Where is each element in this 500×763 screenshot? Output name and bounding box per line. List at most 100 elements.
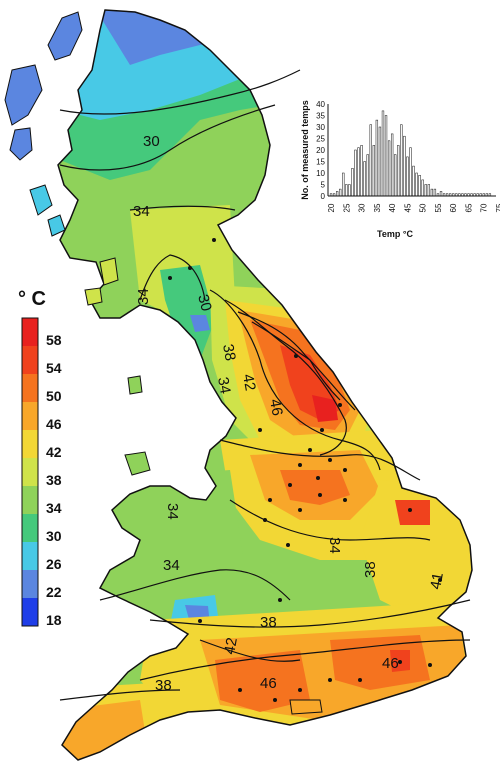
contour-lines	[59, 69, 471, 701]
histogram-x-tick-label: 40	[388, 203, 397, 212]
histogram-y-tick-label: 5	[321, 181, 326, 190]
contour-label: 34	[163, 557, 180, 574]
histogram-bar	[381, 110, 385, 197]
histogram-x-tick-label: 55	[434, 203, 443, 212]
histogram-bar	[339, 188, 342, 197]
histogram-y-tick-label: 20	[316, 146, 325, 155]
legend-label: 34	[46, 500, 62, 516]
histogram-bar	[345, 184, 348, 197]
histogram-bar	[409, 147, 412, 197]
histogram-bar	[351, 168, 354, 197]
histogram-y-tick-label: 0	[321, 192, 326, 201]
contour-label: 34	[214, 376, 234, 395]
histogram-x-tick-label: 50	[419, 203, 428, 212]
histogram-y-tick-label: 15	[316, 158, 325, 167]
histogram-bar	[375, 119, 379, 197]
histogram-bar	[394, 154, 397, 197]
legend-label: 18	[46, 612, 62, 628]
contour-label: 30	[194, 293, 215, 314]
contour-label: 34	[135, 288, 152, 305]
contour-label: 46	[382, 655, 399, 672]
histogram-bar	[427, 184, 430, 197]
legend-labels: 58 54 50 46 42 38 34 30 26 22 18	[46, 332, 62, 628]
contour-label: 38	[155, 677, 172, 694]
histogram-y-tick-label: 40	[316, 100, 325, 109]
histogram-bar	[397, 145, 400, 197]
legend-swatch	[22, 430, 38, 458]
histogram-x-tick-label: 25	[342, 203, 351, 212]
legend-swatch	[22, 402, 38, 430]
legend-label: 30	[46, 528, 62, 544]
histogram-bar	[421, 179, 424, 197]
histogram-bar	[424, 184, 427, 197]
histogram-bar	[372, 145, 375, 197]
histogram-bar	[384, 115, 388, 197]
temperature-legend: ° C 58 54 50 46 42 38 34 30 26 22 18	[18, 288, 62, 628]
histogram-x-tick-label: 70	[480, 203, 489, 212]
histogram-bar	[439, 191, 443, 197]
histogram-x-tick-label: 45	[403, 203, 412, 212]
histogram-bar	[433, 188, 437, 197]
contour-label: 46	[266, 398, 286, 417]
histogram-y-tick-label: 30	[316, 123, 325, 132]
histogram-x-label: Temp °C	[377, 229, 413, 239]
histogram-bar	[415, 172, 418, 197]
legend-label: 38	[46, 472, 62, 488]
contour-label-group: 30 34 34 30 38 34 42 46 34 34 34 38 38 4…	[133, 133, 447, 694]
legend-swatch	[22, 318, 38, 346]
contour-label: 42	[221, 636, 241, 655]
histogram-y-tick-label: 35	[316, 112, 325, 121]
contour-label: 38	[219, 343, 239, 362]
contour-label: 41	[427, 571, 447, 590]
histogram-bar	[348, 184, 351, 197]
legend-label: 54	[46, 360, 62, 376]
histogram-y-tick-label: 10	[316, 169, 325, 178]
histogram-inset: 20 25 30 35 40 45 50 55 60 65 70 75 0 5 10 15 20 25 30 35 40…	[300, 100, 500, 239]
legend-swatch	[22, 346, 38, 374]
histogram-axes: 20 25 30 35 40 45 50 55 60 65 70 75 0 5 10 15 20 25 30 35 40	[316, 100, 500, 212]
legend-label: 46	[46, 416, 62, 432]
histogram-bar	[366, 154, 369, 197]
contour-label: 30	[143, 133, 160, 150]
histogram-bar	[412, 165, 415, 197]
legend-swatch	[22, 542, 38, 570]
histogram-x-tick-label: 20	[327, 203, 336, 212]
histogram-x-tick-label: 65	[464, 203, 473, 212]
legend-border	[21, 317, 39, 627]
histogram-bar	[360, 145, 363, 197]
histogram-x-tick-label: 75	[495, 203, 500, 212]
histogram-bar	[430, 188, 434, 197]
histogram-bar	[378, 126, 382, 197]
histogram-bar	[406, 156, 409, 197]
legend-label: 42	[46, 444, 62, 460]
contour-label: 34	[326, 537, 343, 554]
histogram-bar	[390, 133, 394, 197]
contour-label: 46	[260, 675, 277, 692]
legend-swatch	[22, 570, 38, 598]
legend-swatch	[22, 486, 38, 514]
islands	[4, 11, 323, 715]
histogram-bar	[400, 124, 403, 197]
histogram-x-tick-label: 60	[449, 203, 458, 212]
histogram-bar	[369, 124, 372, 197]
contour-label: 38	[362, 561, 379, 578]
histogram-bars	[329, 110, 492, 197]
histogram-x-tick-label: 35	[373, 203, 382, 212]
legend-swatch	[22, 374, 38, 402]
contour-label: 34	[133, 203, 150, 220]
legend-label: 50	[46, 388, 62, 404]
legend-swatch	[22, 598, 38, 626]
legend-title: ° C	[18, 288, 46, 310]
histogram-x-tick-label: 30	[358, 203, 367, 212]
legend-label: 22	[46, 584, 62, 600]
contour-label: 38	[260, 614, 277, 631]
histogram-y-label: No. of measured temps	[300, 100, 310, 200]
measurement-points	[168, 238, 442, 702]
histogram-bar	[336, 191, 339, 197]
histogram-y-tick-label: 25	[316, 135, 325, 144]
histogram-bar	[418, 175, 421, 197]
histogram-bar	[354, 149, 357, 197]
histogram-bar	[363, 161, 366, 197]
legend-color-bar	[21, 317, 39, 627]
legend-label: 26	[46, 556, 62, 572]
